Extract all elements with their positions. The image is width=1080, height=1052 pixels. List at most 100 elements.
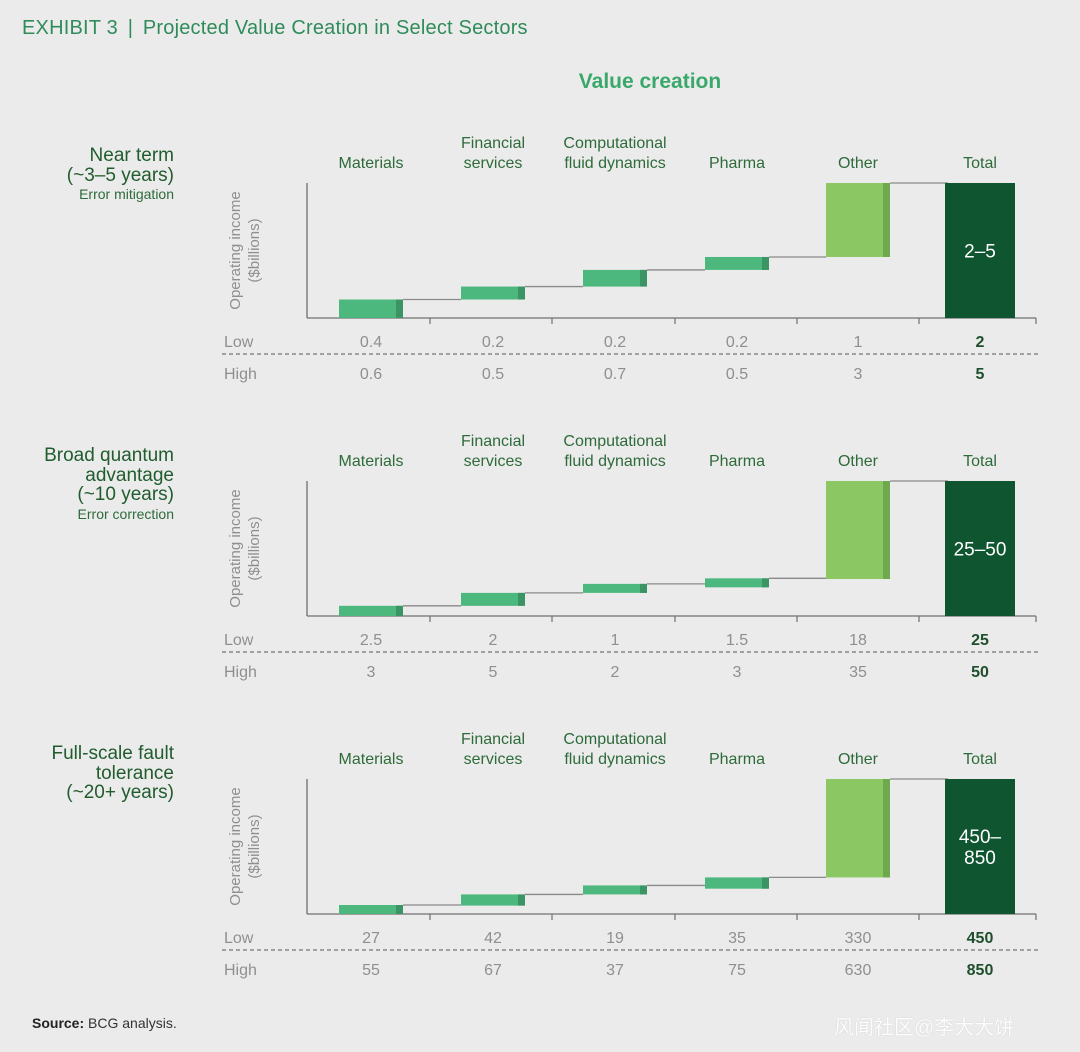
series-value: 450 [967, 930, 994, 947]
category-label: Total [963, 155, 997, 172]
series-value: 2 [489, 632, 498, 649]
exhibit-title: EXHIBIT 3 | Projected Value Creation in … [22, 17, 528, 40]
category-label: Financial [461, 731, 525, 748]
waterfall-bar-shade [883, 183, 890, 257]
series-value: 55 [362, 962, 380, 979]
series-value: 67 [484, 962, 502, 979]
series-value: 2 [611, 664, 620, 681]
waterfall-bar [826, 481, 890, 580]
total-bar-label: 2–5 [964, 242, 996, 263]
watermark: 风闻社区@李大大饼 [834, 1017, 1015, 1039]
waterfall-bar [461, 894, 525, 906]
source-note: Source: BCG analysis. [32, 1015, 177, 1031]
waterfall-bar-shade [640, 885, 647, 895]
category-label: services [464, 453, 523, 470]
waterfall-bar [461, 592, 525, 606]
stage-label: Broad quantum advantage (~10 years) Error c… [44, 446, 174, 524]
waterfall-bar [339, 905, 403, 914]
stage-label-line: advantage [85, 464, 174, 486]
series-value: 1.5 [726, 632, 748, 649]
series-value: 0.2 [482, 334, 504, 351]
series-value: 25 [971, 632, 989, 649]
total-bar-label: 850 [964, 848, 996, 869]
total-bar [945, 183, 1015, 318]
waterfall-bar-shade [518, 894, 525, 906]
waterfall-bar [705, 256, 769, 270]
series-row-label: High [224, 366, 257, 383]
series-value: 19 [606, 930, 624, 947]
series-value: 3 [854, 366, 863, 383]
series-row-label: High [224, 962, 257, 979]
waterfall-chart: Materials Financial services Computational f… [222, 433, 1040, 681]
category-label: Computational [563, 433, 666, 450]
series-value: 35 [849, 664, 867, 681]
stage-label: Near term (~3–5 years) Error mitigation [67, 146, 174, 204]
series-value: 27 [362, 930, 380, 947]
series-value: 50 [971, 664, 989, 681]
waterfall-bar-shade [640, 583, 647, 593]
category-label: fluid dynamics [564, 751, 665, 768]
series-value: 0.6 [360, 366, 382, 383]
waterfall-bar-shade [762, 256, 769, 270]
category-label: Pharma [709, 751, 765, 768]
waterfall-bar-shade [640, 269, 647, 287]
series-value: 1 [854, 334, 863, 351]
stage-label-line: Near term [89, 145, 174, 166]
series-row-label: High [224, 664, 257, 681]
stage-note: Error correction [77, 505, 174, 522]
category-label: services [464, 155, 523, 172]
stage-label-line: (~3–5 years) [66, 164, 174, 186]
y-axis-label-line: ($billions) [246, 516, 263, 580]
y-axis-label-line: ($billions) [246, 218, 263, 282]
category-label: Materials [339, 453, 404, 470]
source-text: BCG analysis. [88, 1015, 177, 1031]
waterfall-bar-shade [883, 779, 890, 878]
series-value: 0.2 [726, 334, 748, 351]
waterfall-bar [826, 779, 890, 878]
series-value: 35 [728, 930, 746, 947]
waterfall-bar-shade [762, 877, 769, 889]
y-axis-label: Operating income ($billions) [227, 787, 263, 905]
section-title: Value creation [578, 70, 722, 93]
series-value: 5 [489, 664, 498, 681]
series-value: 0.5 [482, 366, 504, 383]
category-label: Financial [461, 433, 525, 450]
category-label: Computational [563, 135, 666, 152]
category-label: services [464, 751, 523, 768]
waterfall-bar [826, 183, 890, 257]
stage-label-line: tolerance [95, 762, 174, 784]
category-label: Materials [339, 751, 404, 768]
y-axis-label-line: Operating income [227, 489, 244, 607]
waterfall-bar [461, 286, 525, 300]
total-bar-label: 450– [959, 827, 1002, 848]
category-label: Other [838, 155, 879, 172]
exhibit-title-text: Projected Value Creation in Select Secto… [142, 17, 528, 39]
waterfall-bar-shade [518, 286, 525, 300]
stage-label-line: (~20+ years) [66, 782, 174, 803]
series-value: 630 [845, 962, 872, 979]
series-row-label: Low [224, 930, 254, 947]
exhibit-label: EXHIBIT 3 [22, 17, 118, 39]
exhibit-separator: | [127, 17, 134, 39]
category-label: Financial [461, 135, 525, 152]
waterfall-bar-shade [518, 592, 525, 606]
stage-label-line: Full-scale fault [51, 743, 175, 764]
category-label: Computational [563, 731, 666, 748]
series-value: 2 [976, 334, 985, 351]
series-value: 850 [967, 962, 994, 979]
waterfall-bar-shade [396, 905, 403, 914]
stage-label-line: Broad quantum [44, 445, 174, 466]
series-row-label: Low [224, 632, 254, 649]
category-label: Total [963, 453, 997, 470]
waterfall-bar-shade [883, 481, 890, 580]
series-value: 75 [728, 962, 746, 979]
stage-label-line: (~10 years) [77, 484, 174, 505]
total-bar [945, 779, 1015, 914]
series-row-label: Low [224, 334, 254, 351]
series-value: 1 [611, 632, 620, 649]
waterfall-bar [583, 583, 647, 593]
source-label: Source: [32, 1015, 85, 1031]
waterfall-chart: Materials Financial services Computational f… [222, 731, 1040, 979]
y-axis-label-line: Operating income [227, 787, 244, 905]
series-value: 2.5 [360, 632, 382, 649]
